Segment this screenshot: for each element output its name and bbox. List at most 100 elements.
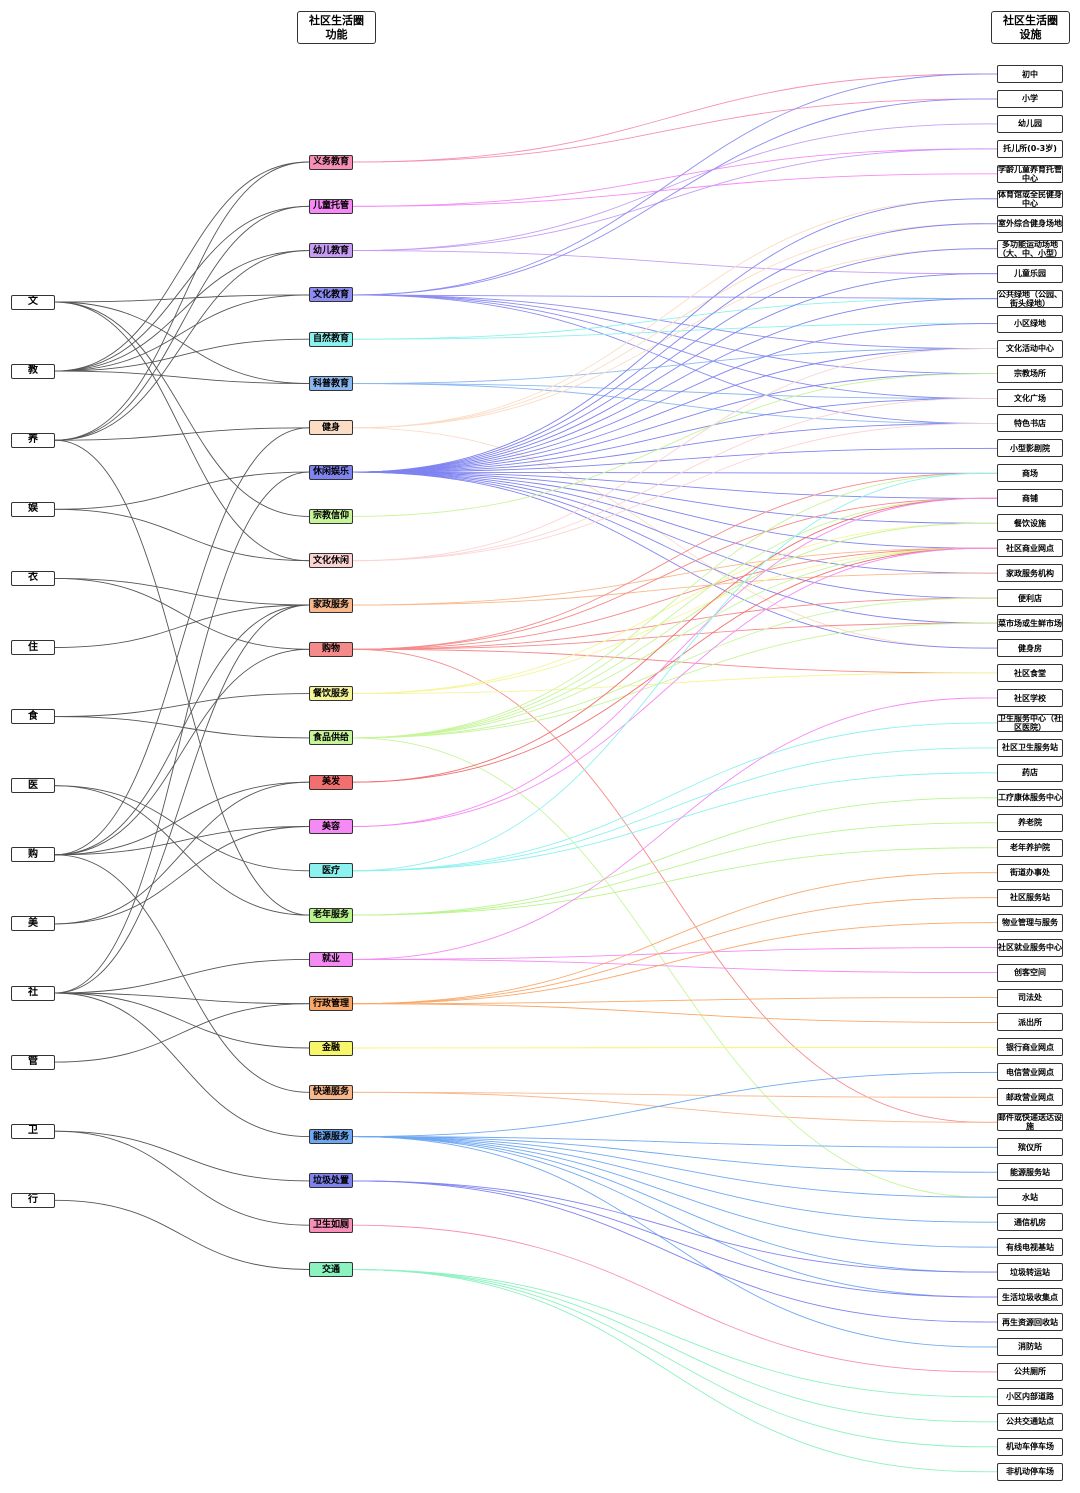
facility-node: 机动车停车场 (997, 1437, 1063, 1456)
life-category-node: 卫 (11, 1123, 55, 1139)
category-function-link (54, 604, 310, 994)
life-category-node: 文 (11, 294, 55, 310)
function-node: 快递服务 (309, 1084, 353, 1100)
function-facility-link (352, 422, 984, 473)
category-function-link (54, 294, 310, 303)
life-category-node: 医 (11, 778, 55, 794)
life-category-node: 养 (11, 432, 55, 448)
facility-node: 小型影剧院 (997, 439, 1063, 458)
facility-node: 小区绿地 (997, 314, 1063, 333)
facility-node: 邮件或快递送达设施 (997, 1113, 1063, 1132)
facility-node: 派出所 (997, 1013, 1063, 1032)
function-facility-link (352, 822, 984, 916)
function-facility-link (352, 772, 984, 872)
function-facility-link (352, 1136, 984, 1348)
function-facility-link (352, 697, 984, 960)
function-facility-link (352, 1180, 984, 1298)
life-category-node: 教 (11, 363, 55, 379)
facility-node: 工疗康体服务中心 (997, 788, 1063, 807)
function-facility-link (352, 947, 984, 960)
facility-node: 餐饮设施 (997, 514, 1063, 533)
function-facility-link (352, 294, 984, 399)
function-facility-link (352, 471, 984, 574)
function-facility-link (352, 73, 984, 296)
function-node: 科普教育 (309, 376, 353, 391)
facility-node: 商铺 (997, 489, 1063, 508)
function-facility-link (352, 348, 984, 562)
function-facility-link (352, 471, 984, 549)
category-function-link (54, 301, 310, 517)
category-function-link (54, 1130, 310, 1226)
function-facility-link (352, 737, 984, 1198)
facility-node: 邮政营业网点 (997, 1088, 1063, 1107)
function-node: 幼儿教育 (309, 243, 353, 259)
facility-node: 文化活动中心 (997, 339, 1063, 358)
life-category-node: 社 (11, 985, 55, 1001)
facility-node: 社区商业网点 (997, 539, 1063, 558)
function-facility-link (352, 298, 984, 473)
facility-node: 公共厕所 (997, 1362, 1063, 1381)
category-function-link (54, 338, 310, 372)
facility-node: 有线电视基站 (997, 1238, 1063, 1257)
category-function-link (54, 301, 310, 384)
life-category-node: 行 (11, 1192, 55, 1208)
function-facility-link (352, 373, 984, 517)
function-facility-link (352, 471, 984, 599)
function-facility-link (352, 648, 984, 1123)
function-facility-link (352, 383, 984, 399)
function-node: 餐饮服务 (309, 686, 353, 702)
function-facility-link (352, 547, 984, 739)
function-facility-link (352, 471, 984, 499)
function-facility-link (352, 872, 984, 1005)
facility-node: 社区就业服务中心 (997, 938, 1063, 957)
function-facility-link (352, 298, 984, 340)
function-node: 自然教育 (309, 331, 353, 347)
function-facility-link (352, 897, 984, 1005)
facility-node: 消防站 (997, 1337, 1063, 1356)
function-facility-link (352, 597, 984, 739)
function-node: 金融 (309, 1040, 353, 1056)
function-facility-link (352, 348, 984, 473)
category-function-link (54, 161, 310, 441)
functions-header-line2: 功能 (325, 27, 348, 41)
category-function-link (54, 854, 310, 1093)
category-function-link (54, 427, 310, 441)
function-facility-link (352, 198, 984, 473)
function-node: 购物 (309, 641, 353, 657)
function-facility-link (352, 1224, 984, 1373)
facility-node: 街道办事处 (997, 863, 1063, 882)
category-function-link (54, 1199, 310, 1270)
function-facility-link (352, 472, 984, 872)
facility-node: 特色书店 (997, 414, 1063, 433)
function-facility-link (352, 323, 984, 473)
function-node: 老年服务 (309, 907, 353, 923)
category-function-link (54, 693, 310, 718)
function-facility-link (352, 123, 984, 252)
facility-node: 宗教场所 (997, 364, 1063, 383)
category-function-link (54, 471, 310, 994)
function-facility-link (352, 373, 984, 473)
function-facility-link (352, 1136, 984, 1148)
function-facility-link (352, 648, 984, 674)
function-node: 文化休闲 (309, 553, 353, 569)
function-facility-link (352, 672, 984, 695)
category-function-link (54, 577, 310, 650)
function-facility-link (352, 1136, 984, 1298)
facility-node: 儿童乐园 (997, 264, 1063, 283)
facility-node: 非机动停车场 (997, 1462, 1063, 1481)
facilities-header-line2: 设施 (1019, 27, 1042, 41)
facility-node: 家政服务机构 (997, 564, 1063, 583)
function-facility-link (352, 1071, 984, 1138)
function-facility-link (352, 427, 984, 649)
function-facility-link (352, 1136, 984, 1173)
life-category-node: 购 (11, 847, 55, 863)
function-node: 家政服务 (309, 597, 353, 613)
function-facility-link (352, 1003, 984, 1023)
facility-node: 托儿所(0-3岁) (997, 139, 1063, 158)
facility-node: 创客空间 (997, 963, 1063, 982)
function-facility-link (352, 73, 984, 163)
life-category-node: 衣 (11, 570, 55, 586)
category-function-link (54, 205, 310, 372)
function-facility-link (352, 223, 984, 473)
category-function-link (54, 604, 310, 648)
